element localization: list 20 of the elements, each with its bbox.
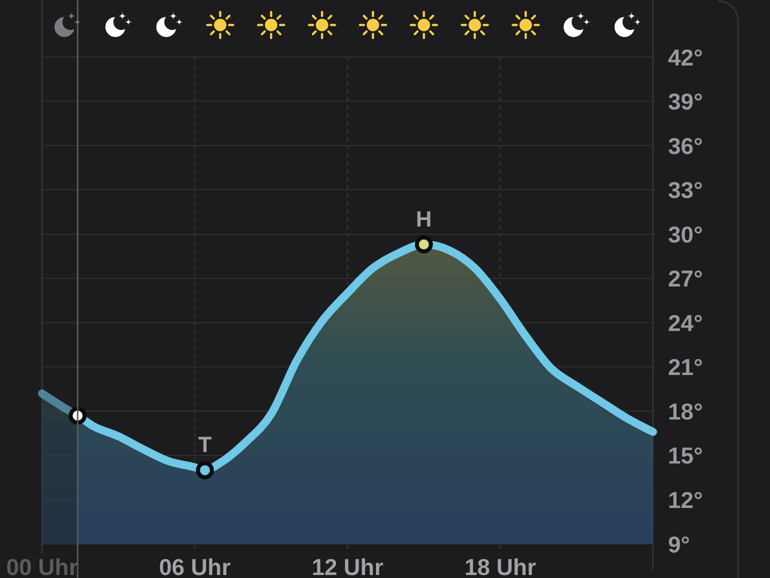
y-tick-label: 12° (668, 487, 703, 514)
annotation: T (198, 432, 212, 458)
point (196, 461, 214, 480)
y-tick-label: 27° (668, 266, 703, 292)
y-tick-label: 39° (668, 88, 703, 115)
y-tick-label: 30° (668, 221, 703, 248)
x-tick-label: 00 Uhr (6, 554, 78, 578)
x-tick-label: 12 Uhr (312, 554, 384, 578)
point (414, 235, 433, 254)
x-tick-label: 06 Uhr (158, 554, 231, 578)
annotation: H (416, 206, 432, 232)
y-tick-label: 9° (668, 531, 690, 558)
y-tick-label: 21° (668, 354, 703, 380)
y-tick-label: 42° (668, 44, 703, 70)
y-tick-label: 18° (668, 398, 703, 424)
y-tick-label: 36° (668, 132, 703, 159)
y-tick-label: 24° (668, 310, 703, 336)
x-tick-label: 18 Uhr (464, 554, 536, 578)
y-tick-label: 33° (668, 177, 703, 204)
y-tick-label: 15° (668, 442, 703, 469)
